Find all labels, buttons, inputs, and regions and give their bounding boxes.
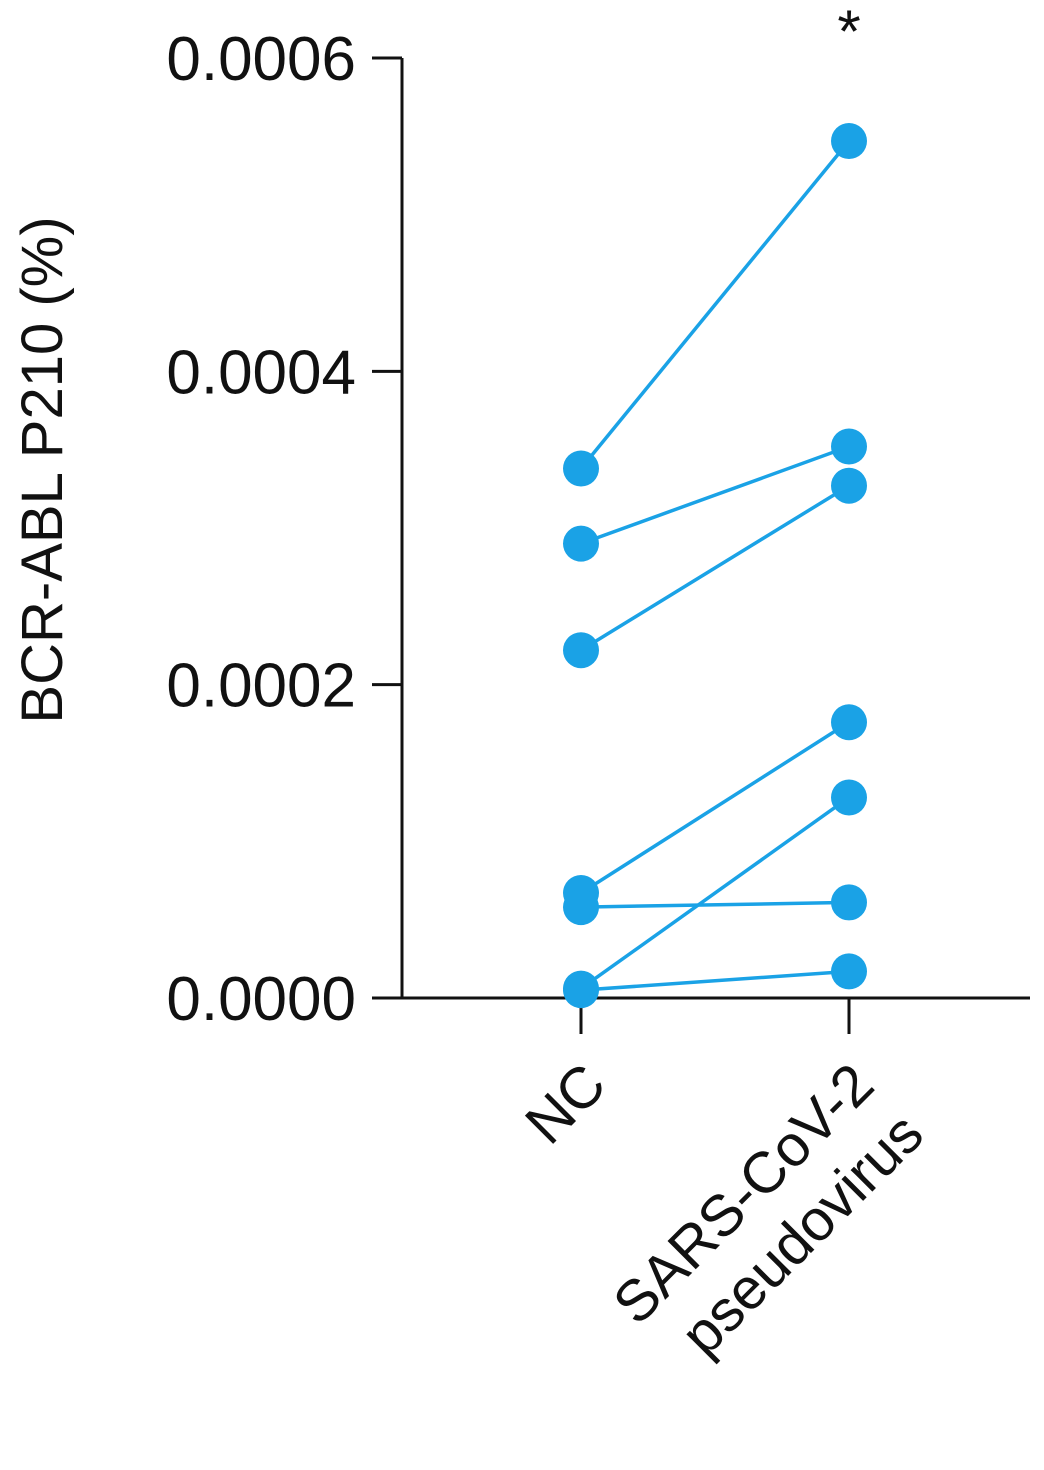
data-marks <box>563 123 867 1009</box>
y-tick-label: 0.0004 <box>166 338 356 407</box>
data-point-5-pseudovirus <box>831 884 867 921</box>
pair-line-6 <box>579 796 851 991</box>
data-point-3-nc <box>563 632 599 669</box>
data-point-1-pseudovirus <box>831 123 867 160</box>
y-tick-label: 0.0006 <box>166 25 356 94</box>
data-point-3-pseudovirus <box>831 467 867 504</box>
data-point-1-nc <box>563 450 599 487</box>
y-tick-label: 0.0002 <box>166 652 356 721</box>
labels: 0.0000 0.0002 0.0004 0.0006 NCSARS-CoV-2pseu… <box>166 0 936 1386</box>
pair-line-7 <box>580 969 850 992</box>
pair-line-1 <box>579 139 851 470</box>
y-tick-label: 0.0000 <box>166 965 356 1034</box>
x-tick-label: NC <box>513 1051 618 1156</box>
pair-line-3 <box>580 484 850 652</box>
y-axis-title: BCR-ABL P210 (%) <box>10 216 75 723</box>
axes <box>372 56 1030 1034</box>
data-point-2-pseudovirus <box>831 428 867 465</box>
significance-annotation: * <box>837 0 860 65</box>
data-point-4-pseudovirus <box>831 704 867 741</box>
pair-line-2 <box>580 444 850 546</box>
data-point-6-pseudovirus <box>831 779 867 816</box>
pair-line-5 <box>580 900 850 909</box>
data-point-2-nc <box>563 525 599 562</box>
x-tick-label: SARS-CoV-2pseudovirus <box>601 1051 936 1386</box>
data-point-7-nc <box>563 972 599 1009</box>
pair-line-4 <box>580 720 850 895</box>
data-point-5-nc <box>563 889 599 926</box>
data-point-7-pseudovirus <box>831 953 867 990</box>
